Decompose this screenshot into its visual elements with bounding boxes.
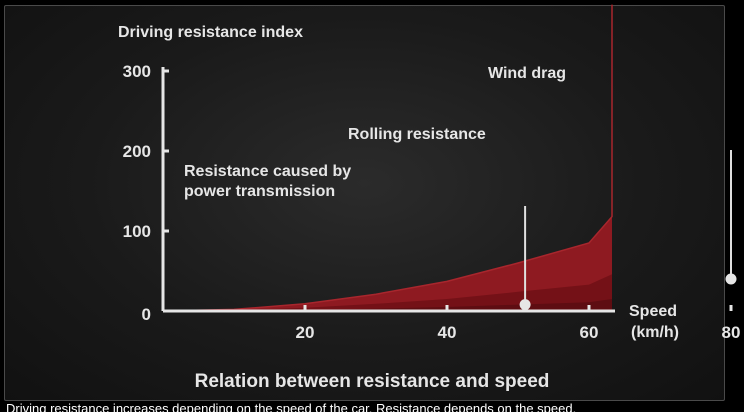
annotation-dot (725, 273, 737, 285)
x-tick-label: 40 (438, 323, 457, 342)
x-tick-label: 80 (722, 323, 741, 342)
y-tick-label: 300 (123, 62, 151, 81)
area-top-edge (162, 4, 613, 312)
y-tick-label: 200 (123, 142, 151, 161)
x-axis-title: Speed (629, 303, 677, 320)
y-tick-label: 100 (123, 222, 151, 241)
annotation-label: Wind drag (488, 65, 566, 82)
caption: Driving resistance increases depending o… (6, 402, 577, 412)
x-axis-unit: (km/h) (631, 324, 679, 341)
annotation-label: Rolling resistance (348, 126, 486, 143)
area-wind-drag (163, 4, 612, 311)
y-tick-label: 0 (142, 305, 151, 324)
area-rolling-resistance (163, 207, 612, 311)
y-axis-title: Driving resistance index (118, 24, 303, 41)
annotation-label: power transmission (184, 183, 335, 200)
chart-panel (4, 5, 725, 401)
x-tick-label: 20 (296, 323, 315, 342)
x-tick-label: 60 (580, 323, 599, 342)
chart-title: Relation between resistance and speed (195, 371, 550, 392)
annotation-dot (519, 299, 531, 311)
area-resistance-caused-by-power-transmission (163, 275, 612, 311)
annotation-label: Resistance caused by (184, 163, 351, 180)
